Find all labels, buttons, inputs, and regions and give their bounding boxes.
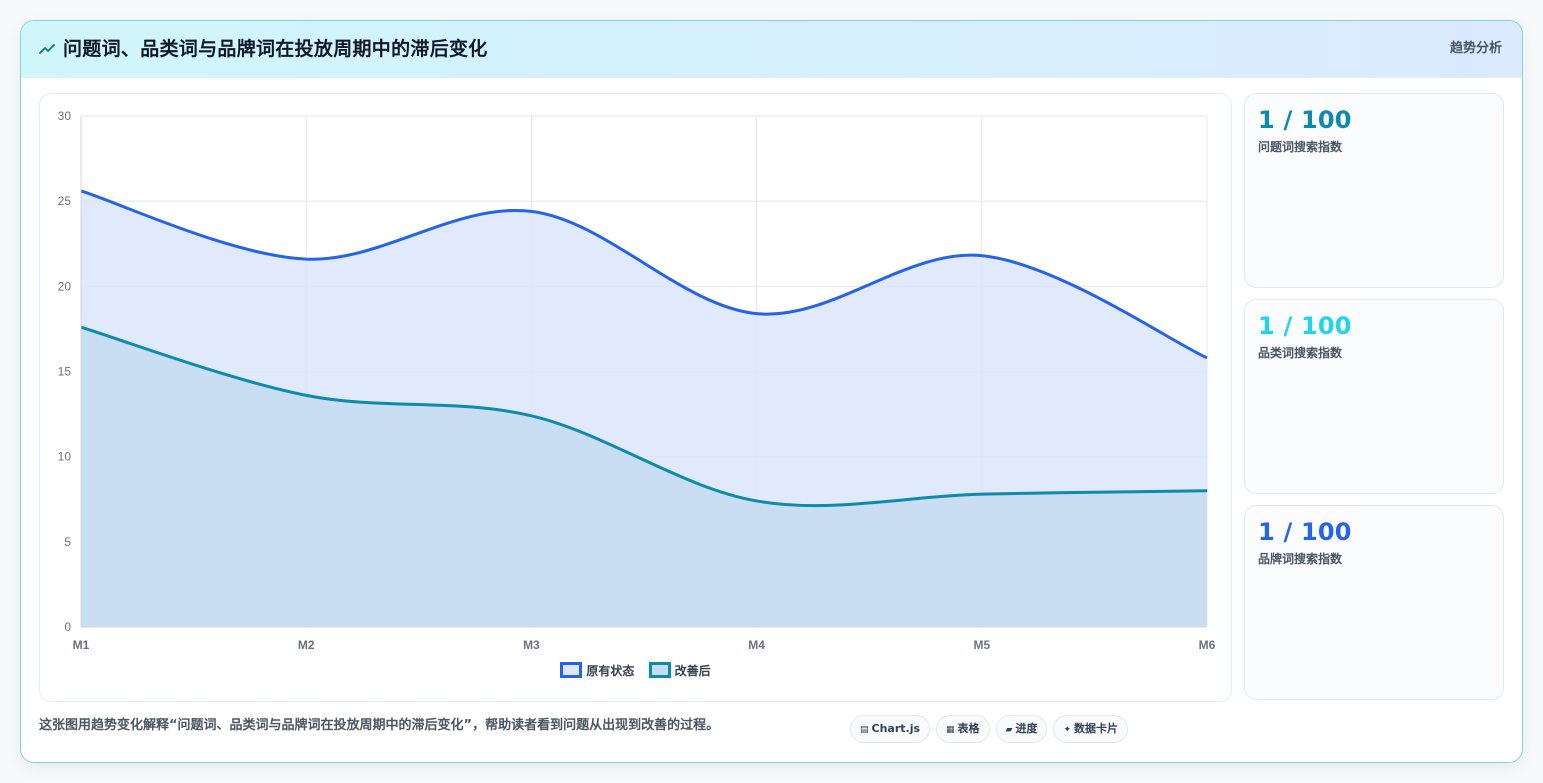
card-header: 问题词、品类词与品牌词在投放周期中的滞后变化 趋势分析 (21, 21, 1522, 78)
x-tick-label: M6 (1199, 638, 1216, 652)
x-tick-label: M2 (298, 638, 315, 652)
pill-data-card[interactable]: ✦ 数据卡片 (1053, 715, 1129, 743)
y-tick-label: 0 (64, 620, 71, 634)
legend-label-original: 原有状态 (586, 664, 635, 678)
y-tick-label: 25 (58, 194, 72, 208)
chart-legend: 原有状态 改善后 (40, 662, 1231, 679)
y-tick-label: 10 (58, 450, 72, 464)
data-point-original (530, 210, 533, 213)
pill-label: Chart.js (871, 722, 921, 735)
y-tick-label: 15 (58, 365, 72, 379)
data-point-original (755, 312, 758, 315)
area-chart: 0 5 10 15 20 25 30 M1 M2 M3 M4 M5 M6 (58, 109, 1216, 652)
stat-card-brand: 1 / 100 品牌词搜索指数 (1244, 505, 1504, 700)
x-tick-label: M1 (73, 638, 90, 652)
x-tick-label: M3 (523, 638, 540, 652)
legend-swatch-original (560, 662, 583, 678)
header-tag: 趋势分析 (1449, 41, 1502, 56)
trend-icon (39, 44, 55, 54)
pill-progress[interactable]: ▰ 进度 (995, 715, 1048, 743)
stat-card-problem: 1 / 100 问题词搜索指数 (1244, 93, 1504, 288)
data-point-improved (530, 414, 533, 417)
data-point-original (1206, 356, 1209, 359)
x-tick-label: M4 (748, 638, 765, 652)
stat-value-problem: 1 / 100 (1258, 106, 1352, 134)
progress-icon: ▰ (1005, 725, 1013, 735)
pill-chartjs[interactable]: ▤ Chart.js (850, 715, 931, 743)
x-tick-label: M5 (973, 638, 990, 652)
stat-label-brand: 品牌词搜索指数 (1258, 552, 1343, 566)
y-tick-label: 20 (58, 279, 72, 293)
pill-table[interactable]: ▦ 表格 (936, 715, 990, 743)
chart-icon: ▤ (860, 725, 869, 735)
area-fill-improved (81, 327, 1207, 627)
data-point-improved (305, 394, 308, 397)
data-point-improved (755, 499, 758, 502)
page-title: 问题词、品类词与品牌词在投放周期中的滞后变化 (63, 38, 488, 60)
stat-card-category: 1 / 100 品类词搜索指数 (1244, 299, 1504, 494)
legend-label-improved: 改善后 (674, 664, 711, 678)
stat-value-category: 1 / 100 (1258, 312, 1352, 340)
legend-item-improved[interactable]: 改善后 (648, 662, 711, 679)
dashboard-card: 问题词、品类词与品牌词在投放周期中的滞后变化 趋势分析 0 5 10 15 20 25 30… (20, 20, 1523, 763)
pill-label: 数据卡片 (1074, 722, 1119, 735)
pill-label: 进度 (1015, 722, 1038, 735)
pill-label: 表格 (957, 722, 980, 735)
series-line-improved (80, 325, 1208, 508)
series-line-original (80, 189, 1208, 360)
data-point-original (305, 258, 308, 261)
chart-panel: 0 5 10 15 20 25 30 M1 M2 M3 M4 M5 M6 原有状态 改善后 (39, 93, 1232, 702)
stat-label-problem: 问题词搜索指数 (1258, 140, 1343, 154)
stat-label-category: 品类词搜索指数 (1258, 346, 1343, 360)
data-point-improved (1206, 489, 1209, 492)
table-icon: ▦ (946, 725, 955, 735)
sparkle-icon: ✦ (1063, 725, 1072, 735)
stat-value-brand: 1 / 100 (1258, 518, 1352, 546)
data-point-original (980, 254, 983, 257)
tool-pills: ▤ Chart.js ▦ 表格 ▰ 进度 ✦ 数据卡片 (850, 715, 1134, 745)
y-tick-label: 5 (64, 535, 71, 549)
data-point-improved (980, 493, 983, 496)
y-tick-label: 30 (58, 109, 72, 123)
legend-swatch-improved (648, 662, 671, 678)
legend-item-original[interactable]: 原有状态 (560, 662, 634, 679)
chart-description: 这张图用趋势变化解释“问题词、品类词与品牌词在投放周期中的滞后变化”，帮助读者看… (39, 718, 720, 733)
